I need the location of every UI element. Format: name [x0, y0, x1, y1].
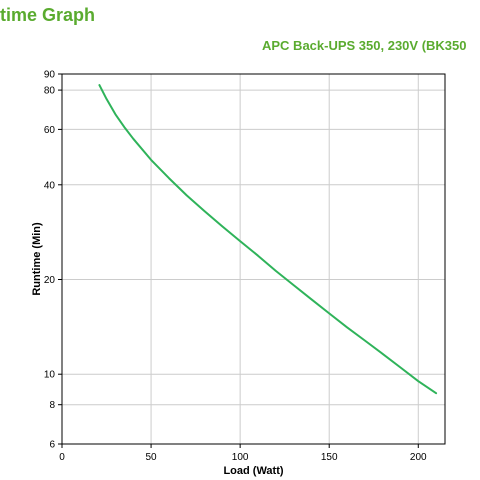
axes	[58, 73, 446, 448]
y-tick-label: 10	[44, 370, 56, 381]
y-tick-label: 90	[44, 70, 56, 81]
y-tick-label: 80	[44, 86, 56, 97]
y-tick-label: 6	[49, 440, 55, 451]
grid-lines	[62, 74, 445, 444]
x-tick-label: 0	[59, 452, 65, 463]
series	[98, 84, 438, 395]
x-axis-label: Load (Watt)	[223, 465, 283, 477]
plot-frame	[61, 73, 446, 445]
y-tick-label: 8	[49, 400, 55, 411]
y-tick-label: 20	[44, 275, 56, 286]
x-tick-label: 100	[232, 452, 249, 463]
y-tick-label: 40	[44, 180, 56, 191]
page-title: time Graph	[0, 5, 96, 25]
x-tick-label: 150	[321, 452, 338, 463]
y-axis-label: Runtime (Min)	[31, 222, 43, 296]
tick-labels: 0 50 100 150 200 6 8 10 20 40 60 80 90	[44, 70, 427, 464]
x-tick-label: 50	[146, 452, 158, 463]
chart-title: APC Back-UPS 350, 230V (BK350	[262, 38, 467, 53]
runtime-series-line	[98, 84, 438, 395]
x-tick-label: 200	[410, 452, 427, 463]
y-tick-label: 60	[44, 125, 56, 136]
